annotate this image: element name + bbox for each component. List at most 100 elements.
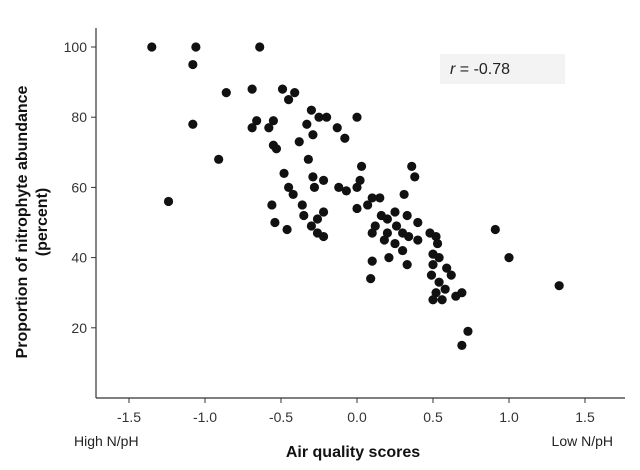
data-point (214, 154, 224, 164)
tick-labels: 20 40 60 80 100 -1.5 -1.0 -0.5 0.0 0.5 1.0 1.5 (64, 39, 595, 425)
data-point (428, 260, 438, 270)
x-tick-label: -1.0 (193, 409, 217, 425)
data-point (440, 284, 450, 294)
data-point (308, 130, 318, 140)
x-tick-label: 0.0 (347, 409, 367, 425)
data-point (188, 119, 198, 129)
data-point (391, 221, 402, 231)
data-point (318, 207, 329, 217)
x-tick-label: 0.5 (423, 409, 443, 425)
y-tick-label: 100 (64, 39, 88, 55)
data-point (504, 253, 514, 263)
data-point (340, 133, 350, 143)
data-point (554, 281, 564, 291)
data-point (221, 88, 231, 98)
data-point (191, 42, 201, 52)
axes (95, 28, 625, 399)
data-point (363, 200, 373, 210)
data-point (434, 277, 444, 287)
data-point (413, 235, 423, 245)
data-point (410, 172, 420, 182)
x-axis-title: Air quality scores (286, 444, 420, 461)
data-point (322, 112, 332, 122)
data-point (457, 340, 467, 350)
data-point (399, 189, 409, 200)
data-point (341, 186, 351, 196)
data-point (312, 214, 323, 224)
data-point (297, 200, 307, 210)
data-point (367, 193, 377, 203)
data-point (294, 137, 304, 147)
data-point (432, 238, 443, 249)
data-point (463, 326, 473, 336)
data-point (434, 253, 444, 263)
data-points (147, 42, 564, 350)
y-tick-label: 60 (71, 179, 87, 195)
data-point (147, 42, 157, 52)
data-point (431, 231, 441, 242)
data-point (247, 84, 257, 94)
data-point (437, 295, 447, 305)
data-point (188, 59, 198, 70)
y-axis-title-line1: Proportion of nitrophyte abundance (14, 85, 31, 358)
x-end-label-right: Low N/pH (552, 433, 613, 449)
data-point (277, 84, 288, 94)
data-point (407, 161, 417, 171)
data-point (268, 116, 278, 126)
data-point (367, 228, 377, 238)
data-point (390, 207, 400, 217)
data-point (306, 105, 316, 115)
data-point (271, 144, 282, 154)
data-point (318, 175, 329, 185)
data-point (279, 168, 289, 178)
data-point (404, 231, 414, 242)
x-end-label-left: High N/pH (74, 433, 139, 449)
y-axis-title-line2: (percent) (34, 188, 51, 256)
data-point (284, 95, 294, 105)
data-point (264, 123, 274, 133)
data-point (255, 42, 265, 52)
data-point (308, 172, 318, 182)
data-point (431, 288, 441, 298)
data-point (352, 182, 362, 192)
data-point (446, 270, 456, 280)
data-point (282, 224, 292, 235)
data-point (442, 263, 452, 273)
data-point (334, 182, 344, 192)
data-point (382, 214, 392, 224)
data-point (247, 123, 257, 133)
data-point (314, 112, 324, 122)
data-point (352, 112, 362, 122)
data-point (284, 182, 294, 192)
correlation-annotation: r = -0.78 (450, 61, 510, 78)
data-point (290, 88, 300, 98)
data-point (270, 217, 280, 228)
data-point (299, 210, 309, 221)
y-tick-label: 20 (71, 320, 87, 336)
data-point (352, 203, 362, 214)
data-point (402, 260, 412, 270)
data-point (490, 224, 500, 235)
data-point (426, 270, 437, 280)
x-tick-label: 1.0 (499, 409, 519, 425)
annotation-box (440, 54, 565, 84)
data-point (384, 253, 394, 263)
x-tick-label: 1.5 (575, 409, 595, 425)
data-point (370, 221, 380, 231)
data-point (332, 123, 342, 133)
x-tick-label: -0.5 (269, 409, 293, 425)
data-point (366, 274, 376, 284)
data-point (402, 210, 412, 221)
data-point (288, 189, 298, 200)
data-point (375, 193, 385, 203)
data-point (267, 200, 277, 210)
data-point (309, 182, 320, 192)
data-point (413, 217, 423, 228)
data-point (379, 235, 389, 245)
y-tick-label: 80 (71, 109, 87, 125)
data-point (382, 228, 392, 238)
data-point (303, 154, 313, 164)
data-point (302, 119, 312, 129)
data-point (398, 245, 408, 256)
